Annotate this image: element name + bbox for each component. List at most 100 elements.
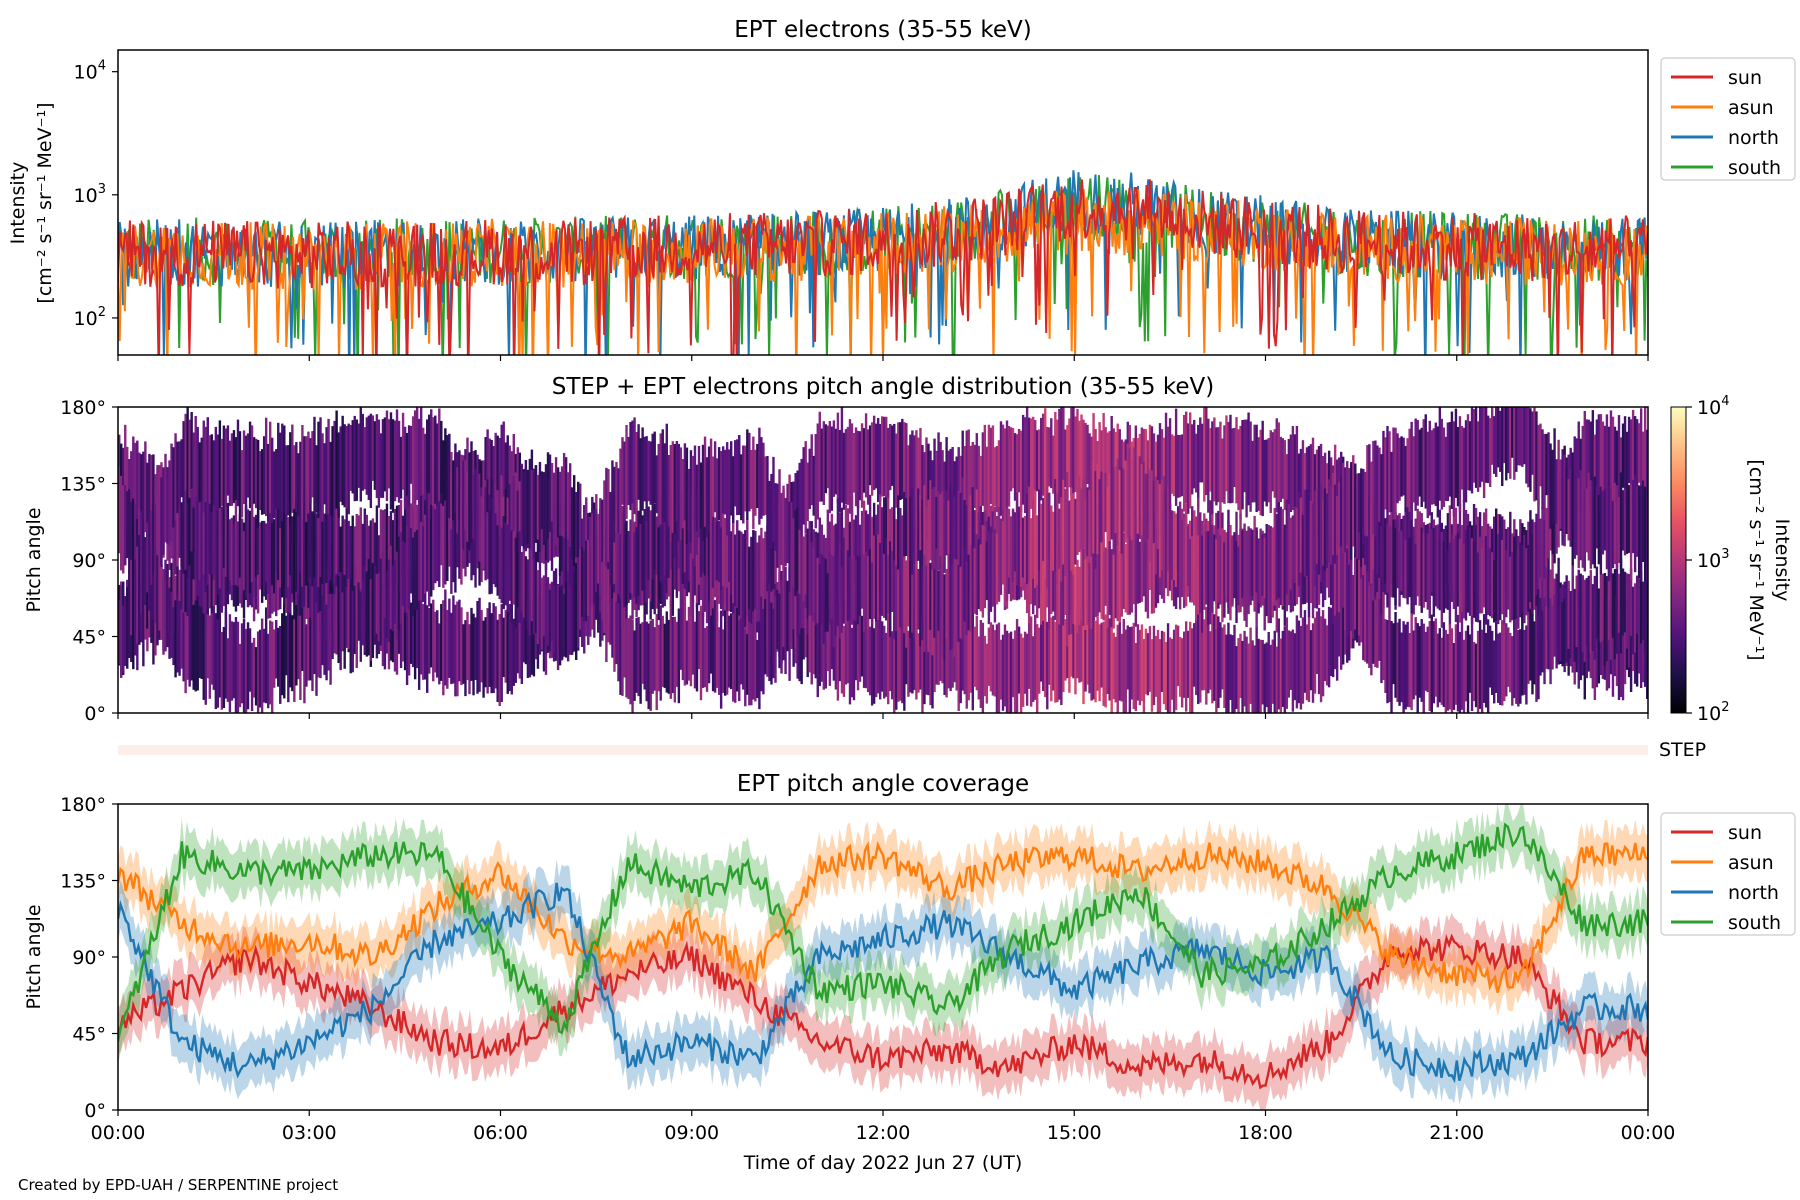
heatmap-cell [643, 613, 646, 690]
heatmap-cell [232, 622, 236, 699]
heatmap-cell [675, 621, 679, 687]
heatmap-cell [1096, 464, 1099, 555]
heatmap-cell [1613, 482, 1617, 565]
heatmap-cell [1380, 454, 1383, 527]
heatmap-cell [1503, 407, 1506, 464]
heatmap-cell [1454, 408, 1458, 498]
heatmap-cell [287, 445, 290, 516]
heatmap-cell [1621, 423, 1625, 488]
heatmap-cell [198, 544, 201, 639]
heatmap-cell [1100, 471, 1103, 543]
heatmap-cell [383, 579, 387, 670]
heatmap-cell [1406, 438, 1409, 508]
heatmap-cell [1013, 630, 1017, 713]
heatmap-cell [1027, 617, 1031, 689]
heatmap-cell [1289, 517, 1293, 590]
heatmap-cell [317, 612, 320, 678]
heatmap-cell [1174, 624, 1178, 711]
heatmap-cell [1261, 420, 1264, 517]
heatmap-cell [1070, 487, 1073, 571]
heatmap-cell [1102, 413, 1105, 512]
heatmap-cell [228, 614, 232, 712]
heatmap-cell [1458, 631, 1462, 713]
heatmap-cell [1452, 643, 1456, 710]
heatmap-cell [359, 507, 362, 589]
heatmap-cell [1575, 575, 1578, 648]
heatmap-cell [504, 442, 507, 530]
heatmap-cell [1438, 538, 1442, 611]
heatmap-cell [1631, 480, 1635, 554]
heatmap-cell [901, 515, 904, 574]
heatmap-cell [1388, 525, 1391, 607]
heatmap-cell [299, 615, 302, 700]
heatmap-cell [880, 543, 884, 616]
heatmap-cell [138, 452, 141, 538]
heatmap-cell [118, 466, 121, 554]
heatmap-cell [870, 562, 874, 625]
y-tick-label: 0° [84, 1100, 106, 1122]
heatmap-cell [424, 433, 427, 501]
heatmap-cell [1271, 527, 1274, 603]
heatmap-cell [152, 454, 155, 546]
heatmap-cell [1555, 459, 1558, 524]
heatmap-cell [1217, 616, 1220, 708]
heatmap-cell [1033, 614, 1037, 700]
heatmap-cell [572, 572, 576, 652]
heatmap-cell [387, 559, 391, 642]
heatmap-cell [971, 614, 974, 711]
heatmap-cell [1076, 610, 1079, 679]
heatmap-cell [134, 559, 137, 647]
heatmap-cell [776, 589, 779, 650]
heatmap-cell [315, 552, 318, 618]
heatmap-cell [202, 483, 205, 575]
heatmap-cell [1017, 429, 1021, 493]
legend3-box [1660, 812, 1796, 936]
heatmap-cell [649, 510, 652, 602]
heatmap-cell [331, 426, 334, 517]
heatmap-cell [989, 427, 993, 505]
y-tick-label: 45° [72, 627, 106, 649]
heatmap-cell [593, 509, 596, 604]
heatmap-cell [935, 450, 938, 512]
heatmap-cell [1547, 550, 1550, 639]
heatmap-cell [784, 567, 787, 651]
heatmap-cell [246, 622, 250, 710]
heatmap-cell [925, 437, 928, 520]
heatmap-cell [1201, 423, 1204, 483]
heatmap-cell [941, 450, 944, 533]
heatmap-cell [188, 560, 191, 629]
heatmap-cell [315, 445, 318, 513]
heatmap-cell [1136, 438, 1140, 534]
heatmap-cell [872, 415, 876, 490]
heatmap-cell [846, 426, 850, 505]
heatmap-cell [1307, 616, 1311, 702]
heatmap-cell [1333, 519, 1337, 616]
heatmap-cell [411, 608, 415, 668]
heatmap-cell [132, 498, 135, 578]
heatmap-cell [204, 610, 207, 705]
heatmap-cell [281, 508, 284, 584]
heatmap-cell [496, 619, 499, 702]
heatmap-cell [1203, 619, 1206, 691]
heatmap-cell [864, 552, 868, 640]
heatmap-cell [180, 439, 183, 498]
heatmap-cell [669, 445, 673, 542]
heatmap-cell [973, 510, 976, 574]
heatmap-cell [214, 613, 218, 710]
heatmap-cell [818, 564, 821, 625]
heatmap-cell [484, 437, 487, 519]
heatmap-cell [556, 467, 560, 538]
heatmap-cell [1420, 427, 1423, 507]
heatmap-cell [1062, 407, 1065, 502]
heatmap-cell [681, 492, 685, 584]
heatmap-cell [1205, 531, 1208, 605]
heatmap-cell [564, 590, 568, 658]
heatmap-cell [208, 615, 211, 699]
heatmap-cell [1142, 517, 1146, 597]
heatmap-cell [1482, 539, 1486, 603]
heatmap-cell [679, 608, 683, 670]
heatmap-cell [1581, 575, 1584, 653]
heatmap-cell [250, 425, 254, 506]
heatmap-cell [802, 447, 805, 525]
heatmap-cell [947, 628, 950, 689]
